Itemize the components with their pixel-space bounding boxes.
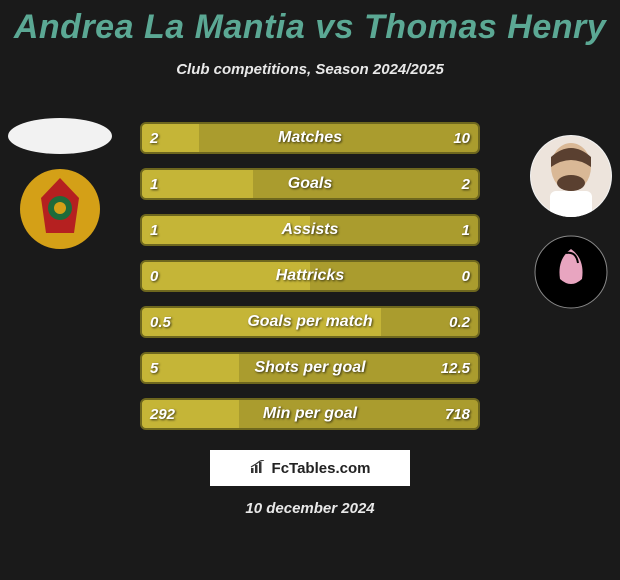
stat-left-value: 292 [150,406,175,423]
stat-bar-fill [142,170,253,198]
right-player-panel [530,135,612,313]
stats-bars: 2Matches101Goals21Assists10Hattricks00.5… [140,122,480,430]
stat-row: 5 Shots per goal 12.5 [140,352,480,384]
stat-row: 292 Min per goal 718 [140,398,480,430]
stat-row: 2 Matches 10 [140,122,480,154]
stat-label: Assists [282,221,339,239]
stat-left-value: 1 [150,222,158,239]
stat-left-value: 2 [150,130,158,147]
stat-right-value: 10 [453,130,470,147]
subtitle: Club competitions, Season 2024/2025 [0,61,620,78]
stat-left-value: 0.5 [150,314,171,331]
avatar-face-icon [530,135,612,217]
stat-label: Min per goal [263,405,357,423]
stat-label: Shots per goal [254,359,365,377]
player-right-crest [530,231,612,313]
stat-right-value: 12.5 [441,360,470,377]
date-label: 10 december 2024 [245,500,374,517]
fctables-label: FcTables.com [272,460,371,477]
left-player-panel [8,118,112,250]
stat-label: Goals [288,175,332,193]
crest-right-icon [530,231,612,313]
stat-right-value: 0.2 [449,314,470,331]
stat-right-value: 718 [445,406,470,423]
stat-right-value: 0 [462,268,470,285]
chart-icon [250,460,266,477]
stat-left-value: 5 [150,360,158,377]
stat-right-value: 1 [462,222,470,239]
stat-right-value: 2 [462,176,470,193]
stat-left-value: 0 [150,268,158,285]
stat-label: Goals per match [247,313,372,331]
stat-row: 1 Goals 2 [140,168,480,200]
avatar-placeholder-icon [8,118,112,154]
stat-label: Matches [278,129,342,147]
player-left-avatar [8,118,112,154]
stat-row: 0 Hattricks 0 [140,260,480,292]
fctables-badge: FcTables.com [210,450,410,486]
stat-row: 0.5 Goals per match 0.2 [140,306,480,338]
player-right-avatar [530,135,612,217]
stat-row: 1 Assists 1 [140,214,480,246]
crest-left-icon [19,168,101,250]
page-title: Andrea La Mantia vs Thomas Henry [0,0,620,47]
stat-label: Hattricks [276,267,344,285]
stat-left-value: 1 [150,176,158,193]
player-left-crest [19,168,101,250]
